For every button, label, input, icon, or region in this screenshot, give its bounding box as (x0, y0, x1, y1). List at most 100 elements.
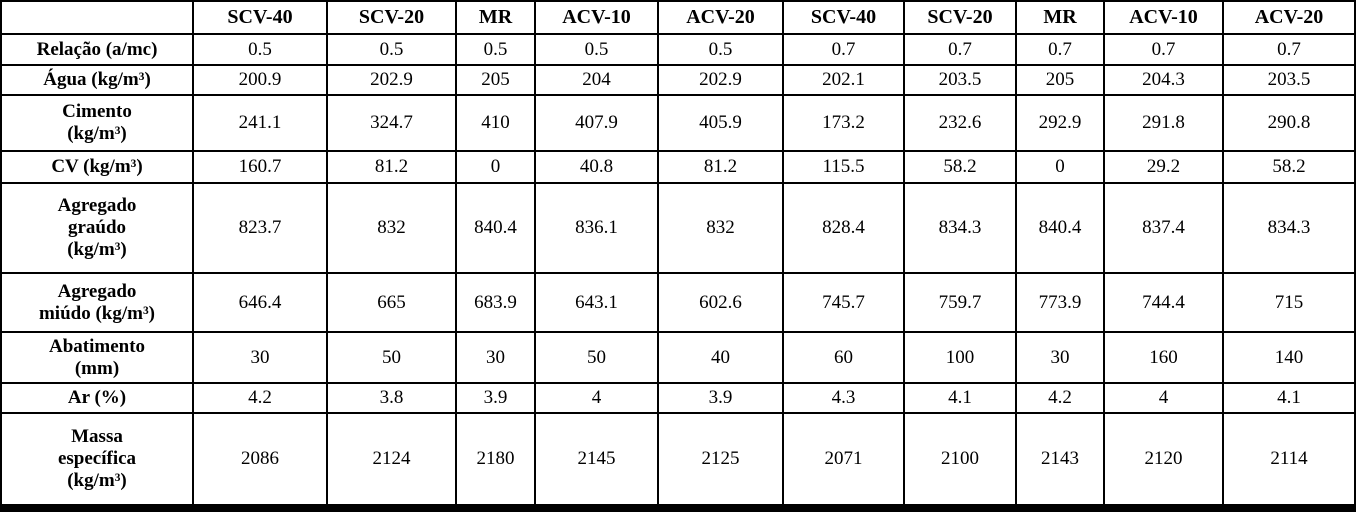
table-cell: 744.4 (1103, 272, 1224, 333)
table-cell: 291.8 (1103, 94, 1224, 152)
row-label: Relação (a/mc) (0, 33, 194, 66)
table-cell: 2071 (782, 412, 905, 512)
table-cell: 0.5 (326, 33, 457, 66)
table-row: Ar (%) 4.2 3.8 3.9 4 3.9 4.3 4.1 4.2 4 4.1 (0, 382, 1356, 414)
row-label: Água (kg/m³) (0, 64, 194, 96)
table-cell: 0.5 (534, 33, 659, 66)
table-cell: 60 (782, 331, 905, 384)
table-cell: 773.9 (1015, 272, 1105, 333)
table-row: Cimento (kg/m³) 241.1 324.7 410 407.9 405.9 17… (0, 94, 1356, 152)
table-cell: 2086 (192, 412, 328, 512)
table-cell: 2100 (903, 412, 1017, 512)
column-header: SCV-40 (192, 0, 328, 35)
table-cell: 840.4 (455, 182, 536, 274)
table-row: Abatimento (mm) 30 50 30 50 40 60 100 30 160 140 (0, 331, 1356, 384)
table-cell: 2143 (1015, 412, 1105, 512)
column-header: ACV-20 (1222, 0, 1356, 35)
table-cell: 4.1 (1222, 382, 1356, 414)
table-cell: 832 (326, 182, 457, 274)
table-cell: 292.9 (1015, 94, 1105, 152)
table-cell: 745.7 (782, 272, 905, 333)
table-cell: 241.1 (192, 94, 328, 152)
table-cell: 2180 (455, 412, 536, 512)
table-cell: 715 (1222, 272, 1356, 333)
row-label: Ar (%) (0, 382, 194, 414)
table-cell: 840.4 (1015, 182, 1105, 274)
column-header: ACV-10 (534, 0, 659, 35)
table-cell: 30 (192, 331, 328, 384)
table-cell: 202.9 (657, 64, 784, 96)
table-cell: 30 (455, 331, 536, 384)
column-header: SCV-20 (326, 0, 457, 35)
table-cell: 407.9 (534, 94, 659, 152)
table-cell: 0.5 (455, 33, 536, 66)
table-cell: 837.4 (1103, 182, 1224, 274)
table-cell: 324.7 (326, 94, 457, 152)
table-cell: 823.7 (192, 182, 328, 274)
table-cell: 2120 (1103, 412, 1224, 512)
table-cell: 40 (657, 331, 784, 384)
table-cell: 834.3 (903, 182, 1017, 274)
table-cell: 602.6 (657, 272, 784, 333)
table-cell: 4 (534, 382, 659, 414)
table-cell: 834.3 (1222, 182, 1356, 274)
table-body: Relação (a/mc) 0.5 0.5 0.5 0.5 0.5 0.7 0.7 0.7 0.… (0, 33, 1356, 512)
table-cell: 232.6 (903, 94, 1017, 152)
column-header: ACV-10 (1103, 0, 1224, 35)
corner-cell (0, 0, 194, 35)
table-cell: 140 (1222, 331, 1356, 384)
table-cell: 0.5 (192, 33, 328, 66)
table-cell: 204 (534, 64, 659, 96)
table-cell: 836.1 (534, 182, 659, 274)
table-cell: 203.5 (903, 64, 1017, 96)
table-cell: 81.2 (326, 150, 457, 184)
column-header: MR (455, 0, 536, 35)
table-cell: 58.2 (903, 150, 1017, 184)
table-cell: 0 (455, 150, 536, 184)
table-cell: 0 (1015, 150, 1105, 184)
table-cell: 646.4 (192, 272, 328, 333)
column-header: MR (1015, 0, 1105, 35)
column-header: ACV-20 (657, 0, 784, 35)
table-cell: 0.7 (1103, 33, 1224, 66)
table-cell: 828.4 (782, 182, 905, 274)
table-cell: 3.9 (455, 382, 536, 414)
table-row: Agregado graúdo (kg/m³) 823.7 832 840.4 836.… (0, 182, 1356, 274)
table-cell: 4.2 (192, 382, 328, 414)
table-cell: 30 (1015, 331, 1105, 384)
table-cell: 759.7 (903, 272, 1017, 333)
table-cell: 4.1 (903, 382, 1017, 414)
table-cell: 50 (326, 331, 457, 384)
table-cell: 665 (326, 272, 457, 333)
table-cell: 405.9 (657, 94, 784, 152)
table-row: CV (kg/m³) 160.7 81.2 0 40.8 81.2 115.5 58.2 0 29… (0, 150, 1356, 184)
table-cell: 100 (903, 331, 1017, 384)
header-row: SCV-40 SCV-20 MR ACV-10 ACV-20 SCV-40 SCV-20 MR… (0, 0, 1356, 35)
table-cell: 4 (1103, 382, 1224, 414)
table-cell: 202.9 (326, 64, 457, 96)
table-cell: 202.1 (782, 64, 905, 96)
table-cell: 205 (455, 64, 536, 96)
table-cell: 832 (657, 182, 784, 274)
table-cell: 3.8 (326, 382, 457, 414)
table-cell: 2114 (1222, 412, 1356, 512)
table-cell: 0.7 (782, 33, 905, 66)
table-cell: 160 (1103, 331, 1224, 384)
table-cell: 290.8 (1222, 94, 1356, 152)
table-cell: 40.8 (534, 150, 659, 184)
table-cell: 203.5 (1222, 64, 1356, 96)
table-cell: 204.3 (1103, 64, 1224, 96)
table-cell: 2125 (657, 412, 784, 512)
table-cell: 50 (534, 331, 659, 384)
table-cell: 0.7 (903, 33, 1017, 66)
table-cell: 643.1 (534, 272, 659, 333)
table-cell: 115.5 (782, 150, 905, 184)
table-row: Agregado miúdo (kg/m³) 646.4 665 683.9 643.1… (0, 272, 1356, 333)
row-label: Agregado miúdo (kg/m³) (0, 272, 194, 333)
table-cell: 160.7 (192, 150, 328, 184)
row-label: Cimento (kg/m³) (0, 94, 194, 152)
row-label: Agregado graúdo (kg/m³) (0, 182, 194, 274)
table-cell: 3.9 (657, 382, 784, 414)
table-cell: 173.2 (782, 94, 905, 152)
row-label: Abatimento (mm) (0, 331, 194, 384)
